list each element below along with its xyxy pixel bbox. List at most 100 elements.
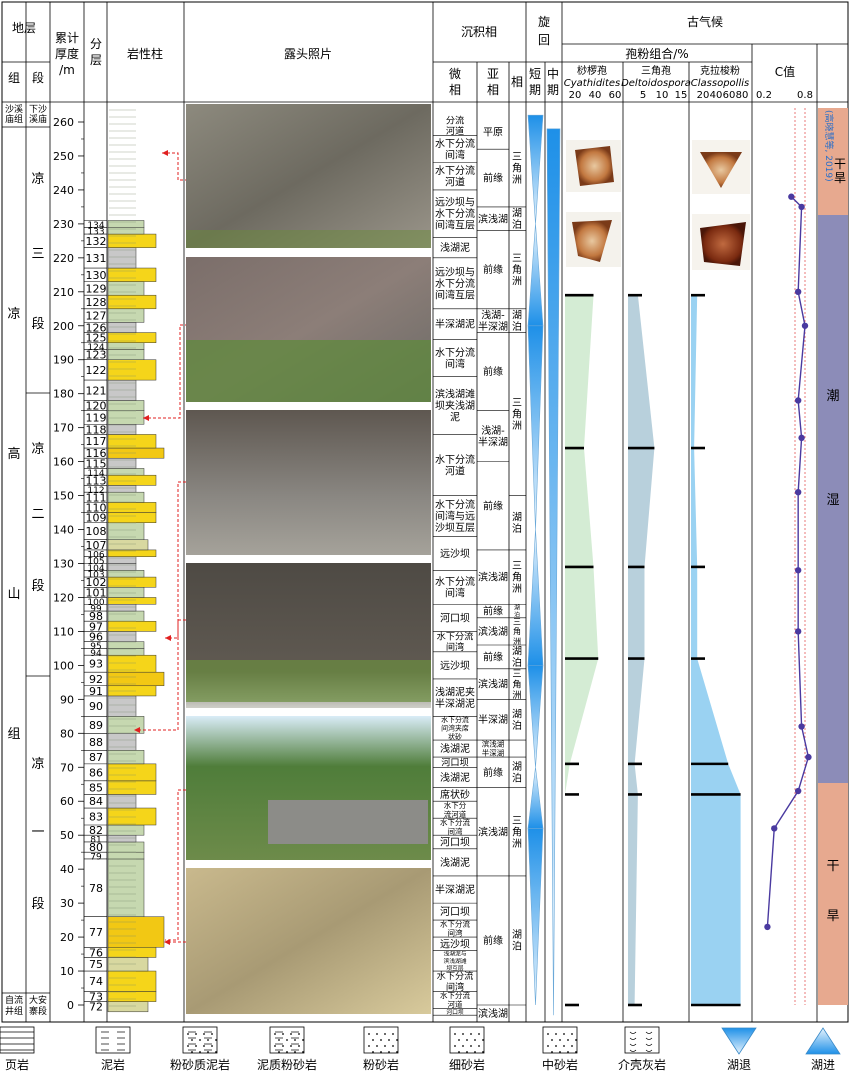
micro-facies-label: 河道 bbox=[445, 464, 465, 477]
legend-dot bbox=[294, 1039, 296, 1041]
legend-item: 介壳灰岩 bbox=[618, 1026, 666, 1072]
legend-dot bbox=[376, 1033, 378, 1035]
outcrop-photo bbox=[186, 104, 431, 248]
lithology-bed bbox=[107, 834, 137, 843]
facies-label: 洲 bbox=[512, 420, 522, 432]
legend-dot bbox=[482, 1039, 484, 1041]
layer-number: 80 bbox=[89, 841, 103, 854]
depth-tick-label: 210 bbox=[53, 286, 74, 299]
layer-number: 118 bbox=[86, 423, 107, 436]
lithology-bed bbox=[107, 604, 137, 612]
depth-tick-label: 180 bbox=[53, 388, 74, 401]
sp1-la: Cyathidites bbox=[564, 78, 620, 89]
climate-header: 古气候 bbox=[687, 14, 723, 29]
legend-dot bbox=[470, 1033, 472, 1035]
legend-dot bbox=[207, 1039, 209, 1041]
outcrop-photo bbox=[186, 410, 431, 555]
layer-number: 129 bbox=[86, 282, 107, 295]
photo-connectors bbox=[140, 152, 186, 943]
facies-label: 洲 bbox=[512, 838, 522, 850]
micro-facies-label: 浅湖泥 bbox=[440, 771, 470, 784]
sub-facies-label: 前缘 bbox=[483, 934, 503, 947]
legend-dot bbox=[286, 1039, 288, 1041]
lithology-bed bbox=[107, 807, 157, 826]
layer-number: 99 bbox=[90, 605, 102, 615]
legend-dot bbox=[274, 1033, 276, 1035]
micro-facies-label: 间湾 bbox=[448, 826, 463, 836]
micro-facies-label: 间湾与远 bbox=[435, 509, 475, 522]
layer-number: 95 bbox=[90, 642, 101, 652]
lithology-bed bbox=[107, 695, 137, 717]
outcrop-photo bbox=[186, 868, 431, 1014]
facies-header: 沉积相 bbox=[461, 25, 497, 39]
depth-tick-label: 60 bbox=[60, 795, 74, 808]
sub-facies-label: 前缘 bbox=[483, 650, 503, 663]
sp3-tick: 40 bbox=[710, 90, 723, 101]
lithology-bed bbox=[107, 794, 137, 809]
legend-dot bbox=[203, 1033, 205, 1035]
c-value-point bbox=[794, 628, 802, 635]
legend-dot bbox=[195, 1033, 197, 1035]
strat-main: 凉 高 山 组 凉 三 段 凉 二 段 凉 一 段 bbox=[7, 172, 44, 912]
sub-facies-label: 滨浅湖 bbox=[478, 1007, 508, 1020]
sp2-tick: 5 bbox=[640, 90, 646, 101]
depth-tick-label: 70 bbox=[60, 761, 74, 774]
legend-item: 细砂岩 bbox=[449, 1026, 485, 1072]
lithology-bed bbox=[107, 359, 157, 381]
facies-label: 洲 bbox=[512, 583, 522, 595]
legend-dot bbox=[470, 1045, 472, 1047]
layer-number: 134 bbox=[87, 221, 104, 231]
top-member-2: 溪庙 bbox=[29, 113, 47, 125]
pollen-grain bbox=[575, 146, 614, 186]
sub-facies-label: 半深湖 bbox=[478, 713, 508, 726]
sp2-tick: 15 bbox=[675, 90, 688, 101]
micro-facies-label: 水下分流 bbox=[440, 990, 470, 1000]
short-header-1: 短 bbox=[529, 67, 541, 81]
legend-dot bbox=[466, 1051, 468, 1053]
lithology-bed bbox=[107, 671, 165, 687]
legend-dot bbox=[372, 1039, 374, 1041]
photos-header: 露头照片 bbox=[284, 47, 332, 61]
micro-facies-label: 远沙坝与 bbox=[435, 197, 475, 209]
layer-number: 133 bbox=[87, 228, 104, 238]
layer-header-1: 分 bbox=[90, 37, 102, 51]
arid-label-bottom-2: 旱 bbox=[826, 909, 839, 924]
sp2-la: Deltoidospora bbox=[621, 78, 691, 89]
c-value-chart bbox=[764, 108, 812, 1005]
legend-dot bbox=[278, 1039, 280, 1041]
facies-label: 角 bbox=[512, 678, 521, 690]
lithology-bed bbox=[107, 539, 149, 551]
facies-short-header: 相 bbox=[511, 75, 523, 89]
layer-number: 83 bbox=[89, 811, 103, 824]
member2-char: 凉 bbox=[31, 442, 44, 457]
layer-number: 91 bbox=[89, 685, 103, 698]
pollen-grain bbox=[700, 222, 746, 266]
legend-label: 页岩 bbox=[5, 1057, 29, 1072]
facies-label: 洲 bbox=[512, 690, 521, 701]
legend-dot bbox=[388, 1051, 390, 1053]
layer-number: 108 bbox=[86, 525, 107, 538]
lithology-bed bbox=[107, 227, 145, 235]
layer-number: 82 bbox=[89, 824, 103, 837]
lithology-bed bbox=[107, 563, 137, 571]
micro-facies-label: 状砂 bbox=[448, 732, 462, 741]
group-char: 组 bbox=[7, 727, 20, 742]
layer-number: 126 bbox=[86, 321, 107, 334]
c-value-point bbox=[805, 753, 812, 761]
micro-facies-label: 坝互层 bbox=[446, 964, 464, 972]
legend-dot bbox=[555, 1045, 557, 1047]
facies-label: 泊 bbox=[512, 720, 522, 732]
layer-number: 93 bbox=[89, 658, 103, 671]
facies-label: 角 bbox=[512, 409, 522, 421]
depth-tick-label: 20 bbox=[60, 931, 74, 944]
facies-label: 洲 bbox=[512, 174, 522, 186]
sp2-tick: 10 bbox=[656, 90, 669, 101]
layer-number: 77 bbox=[89, 926, 103, 939]
vegetation bbox=[186, 340, 431, 402]
strata-header: 地层 bbox=[12, 21, 36, 35]
sub-facies-label: 前缘 bbox=[483, 499, 503, 512]
depth-tick-label: 100 bbox=[53, 659, 74, 672]
lithology-bed bbox=[107, 763, 157, 782]
